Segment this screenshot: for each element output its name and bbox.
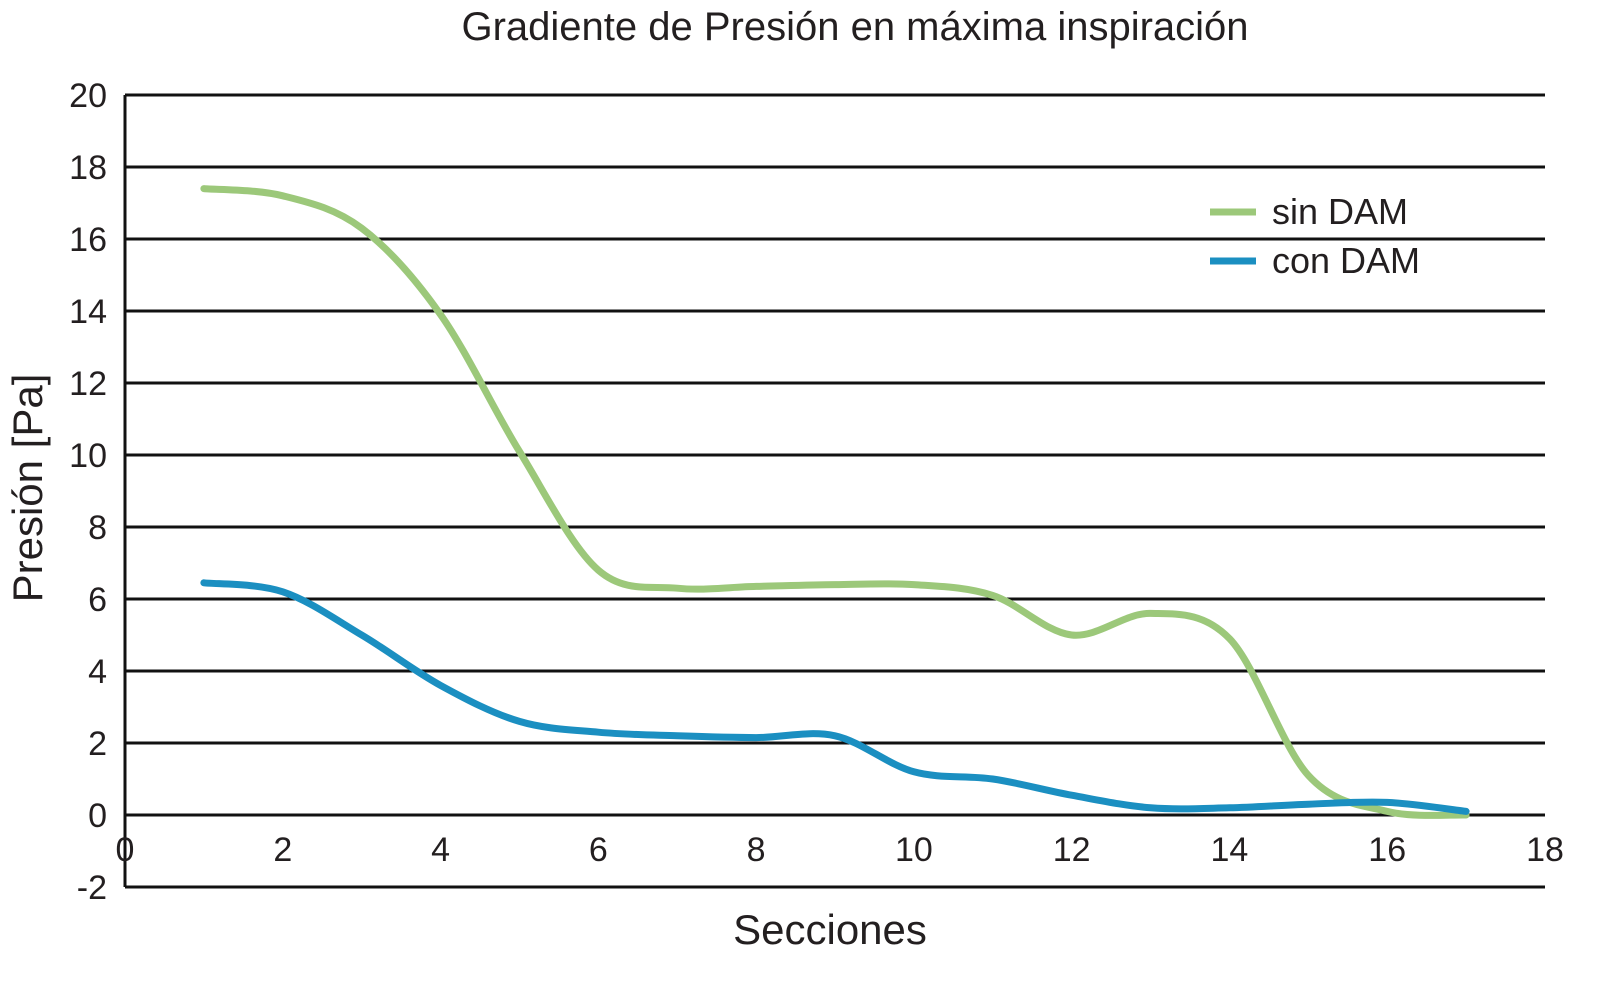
x-tick-label: 0	[116, 831, 135, 869]
legend: sin DAM con DAM	[1210, 191, 1420, 281]
y-tick-label: 16	[69, 221, 107, 259]
x-tick-label: 10	[895, 831, 933, 869]
y-tick-label: 12	[69, 365, 107, 403]
y-tick-label: 18	[69, 149, 107, 187]
y-tick-label: 14	[69, 293, 107, 331]
x-tick-label: 12	[1053, 831, 1091, 869]
legend-label-1: con DAM	[1272, 240, 1420, 281]
x-tick-label: 16	[1368, 831, 1406, 869]
y-axis-label: Presión [Pa]	[4, 374, 51, 603]
x-tick-label: 6	[589, 831, 608, 869]
series-line-0	[200, 185, 1470, 819]
y-tick-label: 0	[88, 797, 107, 835]
legend-label-0: sin DAM	[1272, 191, 1408, 232]
x-tick-label: 18	[1526, 831, 1564, 869]
y-tick-label: 2	[88, 725, 107, 763]
y-tick-label: 10	[69, 437, 107, 475]
y-tick-label: 20	[69, 77, 107, 115]
y-tick-label: -2	[77, 869, 107, 907]
x-tick-label: 8	[747, 831, 766, 869]
x-axis-label: Secciones	[733, 906, 927, 953]
y-tick-label: 8	[88, 509, 107, 547]
x-tick-label: 2	[273, 831, 292, 869]
chart-title: Gradiente de Presión en máxima inspiraci…	[461, 5, 1248, 49]
y-tick-label: 6	[88, 581, 107, 619]
series-line-1	[200, 579, 1470, 815]
x-tick-label: 4	[431, 831, 450, 869]
x-tick-label: 14	[1211, 831, 1249, 869]
y-tick-label: 4	[88, 653, 107, 691]
